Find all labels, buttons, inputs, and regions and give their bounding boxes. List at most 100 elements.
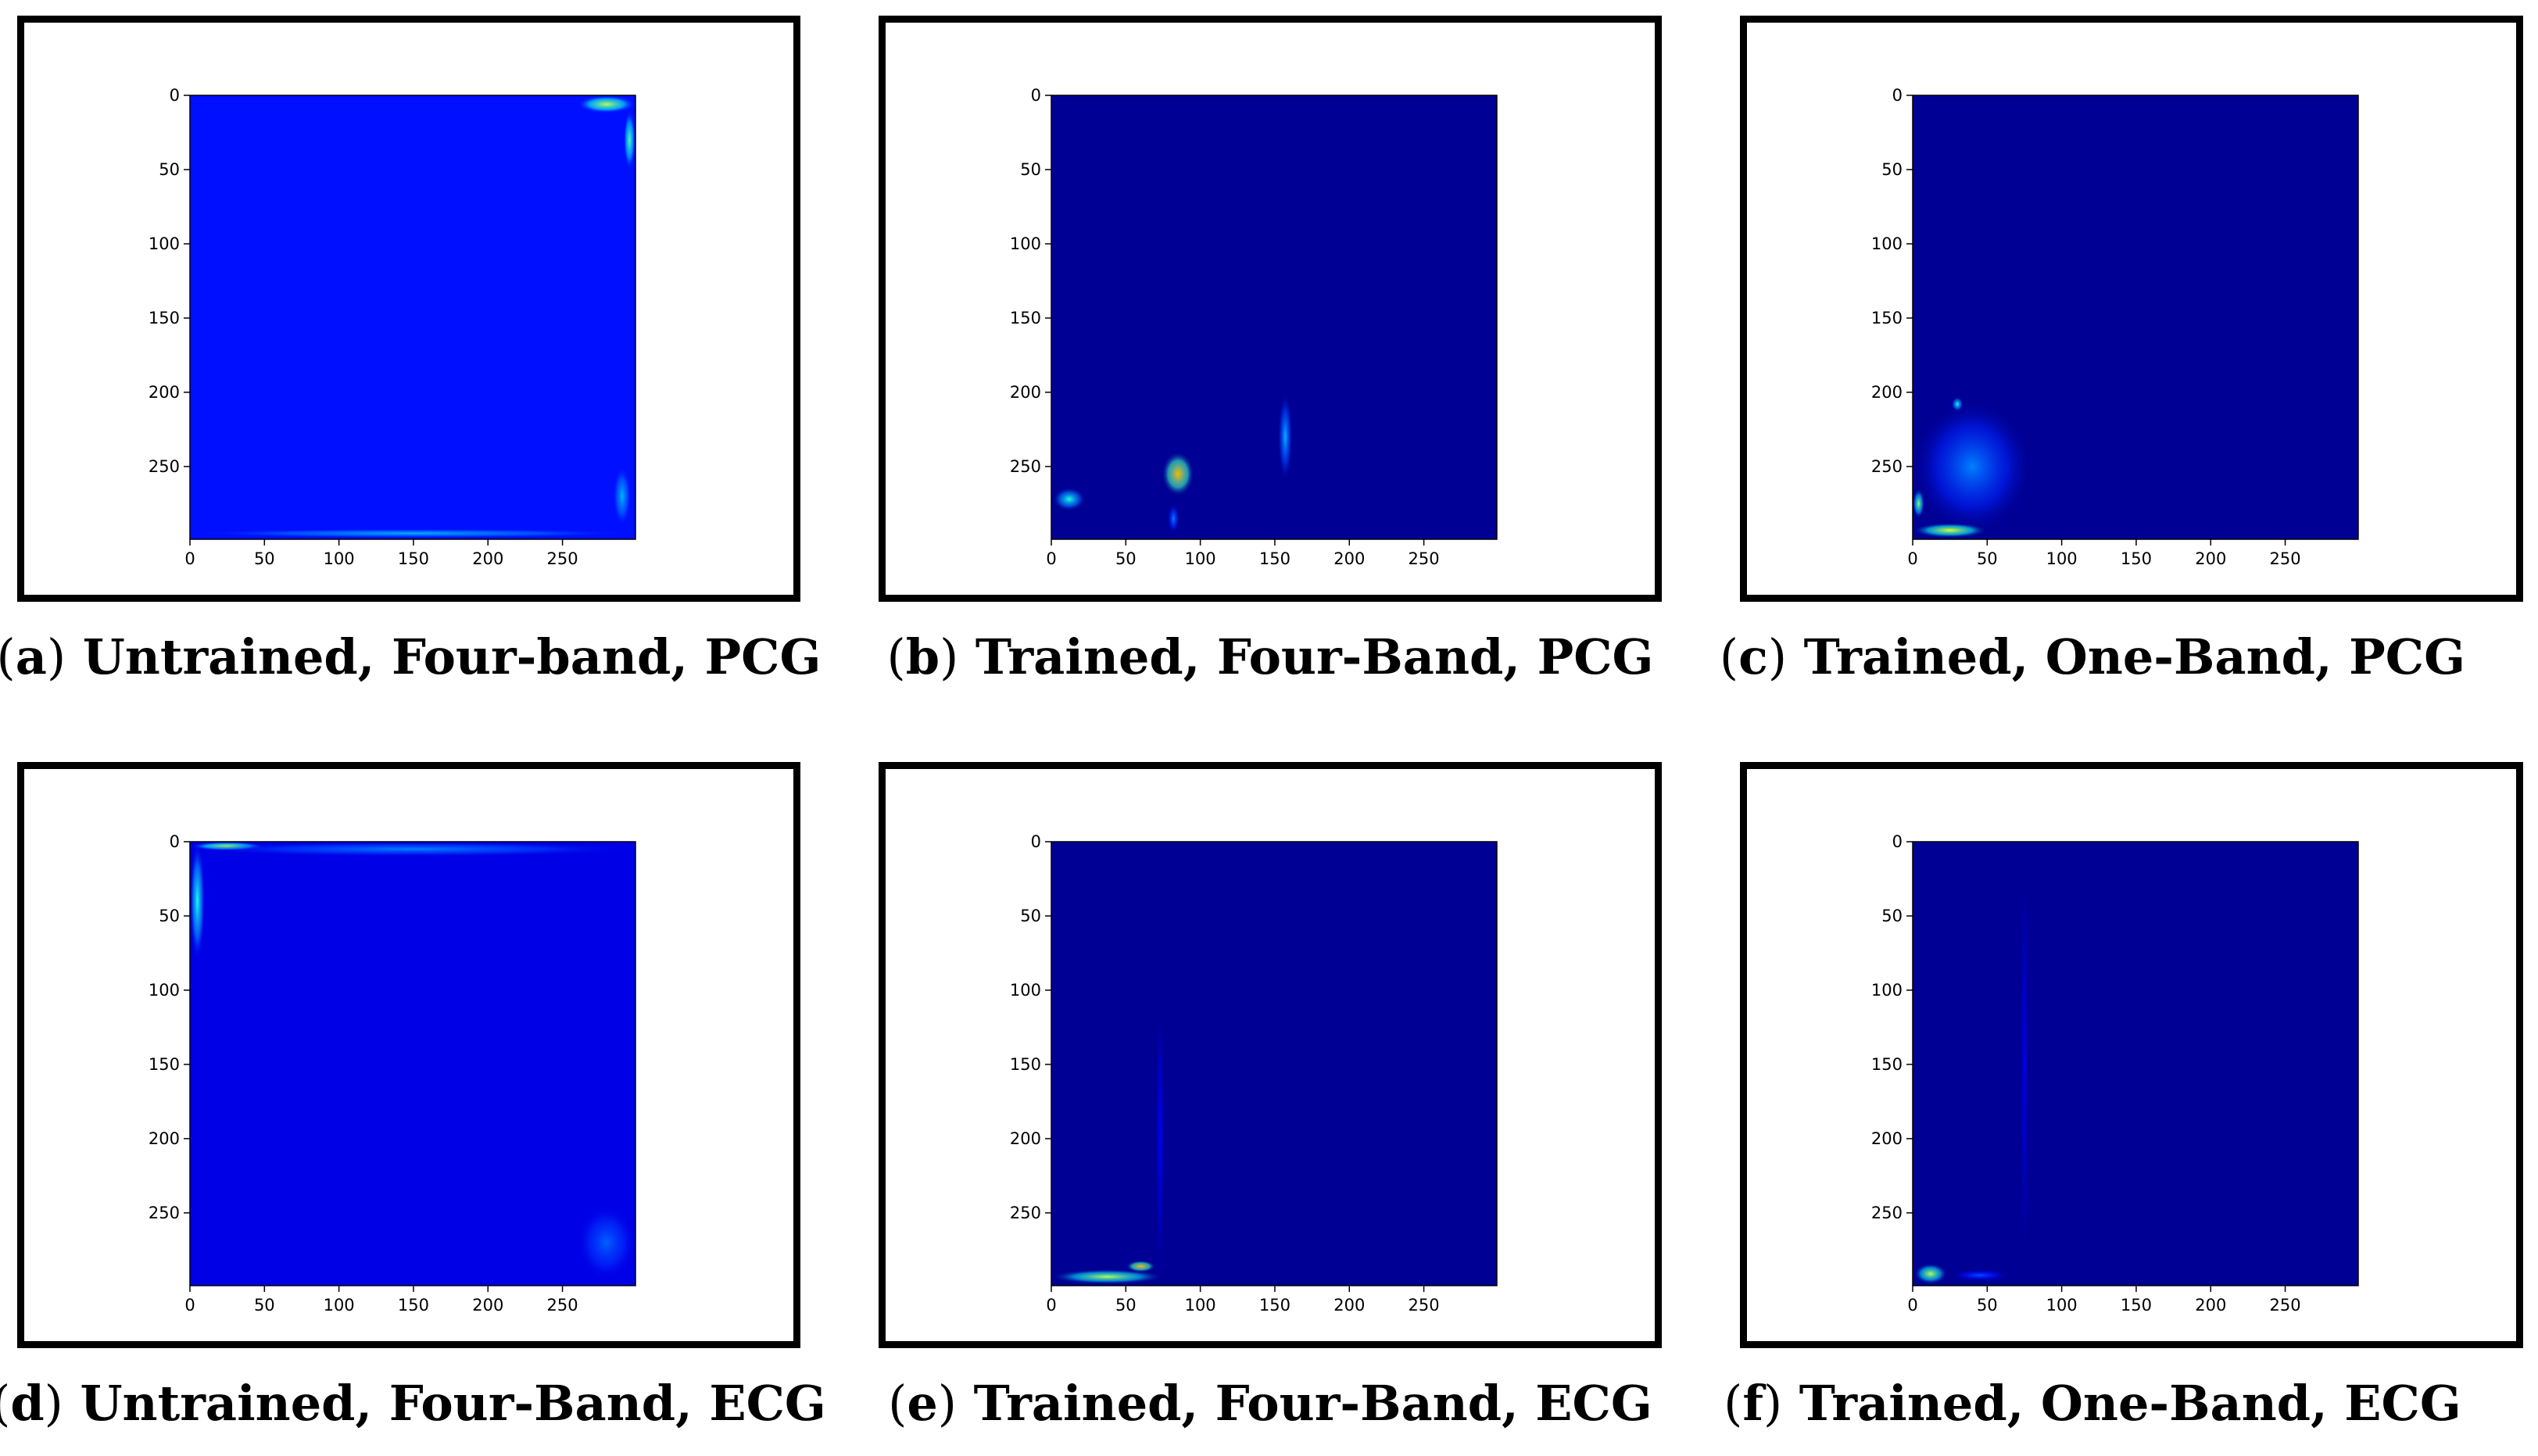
x-tick: 100 [324,539,355,568]
x-tick-label: 0 [184,549,195,568]
heatmap-hotspot [1913,523,1988,538]
y-tick: 150 [149,309,190,327]
x-tick-label: 150 [1259,549,1290,568]
heatmap-hotspot [1277,392,1293,481]
x-tick-label: 0 [1046,1296,1056,1315]
x-tick: 250 [2270,539,2301,568]
y-tick: 50 [1020,160,1051,179]
y-tick-label: 200 [1871,1129,1903,1148]
x-tick-label: 200 [472,1296,503,1315]
x-tick-label: 0 [184,1296,195,1315]
x-tick-label: 50 [1977,1296,1998,1315]
x-tick: 150 [1259,1286,1290,1315]
y-tick: 200 [1010,1129,1051,1148]
y-tick-label: 100 [1871,981,1903,1000]
x-tick: 0 [184,539,195,568]
x-tick: 0 [1046,1286,1057,1315]
y-tick-label: 100 [149,981,180,1000]
y-tick-label: 150 [1010,1055,1041,1074]
x-tick: 50 [1115,1286,1137,1315]
y-tick: 50 [1881,160,1913,179]
y-tick-label: 0 [1031,832,1041,851]
x-tick: 50 [1115,539,1137,568]
caption-f: (f) Trained, One-Band, ECG [1724,1375,2461,1432]
x-tick-label: 200 [1333,549,1365,568]
y-tick: 200 [1010,383,1051,402]
heatmap-plot-c: 0 50 100 150 200 250 0 50 100 150 200 250 [1871,86,2359,568]
caption-c-title: Trained, One-Band, PCG [1803,628,2466,685]
x-tick: 0 [184,1286,195,1315]
x-tick: 0 [1907,1286,1918,1315]
y-tick-label: 200 [149,1129,180,1148]
y-tick-label: 150 [149,309,180,327]
y-tick-label: 200 [1871,383,1903,402]
heatmap-plot-e: 0 50 100 150 200 250 0 50 100 150 200 250 [1010,832,1498,1315]
panel-d: 0 50 100 150 200 250 0 50 100 150 200 250 [17,762,800,1348]
heatmap-hotspot [1052,487,1086,511]
y-tick: 100 [1010,234,1051,253]
y-tick-label: 250 [1871,1204,1903,1222]
x-tick-label: 250 [1409,549,1440,568]
x-tick: 0 [1046,539,1057,568]
heatmap-plot-a: 0 50 100 150 200 250 0 50 100 150 200 250 [149,86,636,568]
x-tick: 150 [2121,539,2152,568]
heatmap-plot-b: 0 50 100 150 200 250 0 50 100 150 200 250 [1010,86,1498,568]
y-tick: 200 [1871,383,1913,402]
x-tick-label: 100 [1185,549,1216,568]
x-tick: 150 [1259,539,1290,568]
y-tick-label: 0 [170,86,180,105]
x-tick: 250 [547,1286,578,1315]
x-tick: 150 [398,539,429,568]
caption-a: (a) Untrained, Four-band, PCG [0,628,822,685]
y-tick: 100 [149,234,190,253]
x-tick-label: 250 [2270,549,2301,568]
y-tick-label: 100 [1871,234,1903,253]
x-tick: 250 [547,539,578,568]
caption-d: (d) Untrained, Four-Band, ECG [0,1375,826,1432]
x-tick: 200 [1333,1286,1365,1315]
y-tick-label: 50 [159,907,180,925]
heatmap-hotspot [1913,1263,1947,1285]
y-tick: 200 [1871,1129,1913,1148]
y-tick-label: 100 [149,234,180,253]
x-tick-label: 100 [324,1296,355,1315]
caption-b-title: Trained, Four-Band, PCG [975,628,1654,685]
y-tick: 50 [159,907,190,925]
heatmap-hotspot [577,95,635,113]
x-tick: 100 [2046,1286,2078,1315]
x-tick: 200 [472,1286,503,1315]
heatmap-plot-d: 0 50 100 150 200 250 0 50 100 150 200 250 [149,832,636,1315]
x-tick-label: 50 [1977,549,1998,568]
x-tick-label: 200 [2195,549,2226,568]
x-tick: 200 [1333,539,1365,568]
x-tick-label: 250 [2270,1296,2301,1315]
heatmap-hotspot [1155,989,1165,1286]
y-tick-label: 50 [1881,907,1903,925]
y-tick: 100 [1871,234,1913,253]
x-tick-label: 200 [2195,1296,2226,1315]
y-tick: 0 [1892,832,1913,851]
panel-f: 0 50 100 150 200 250 0 50 100 150 200 250 [1740,762,2523,1348]
y-tick-label: 150 [1871,1055,1903,1074]
heatmap-hotspot [1913,488,1925,519]
heatmap-background [1913,842,2358,1286]
heatmap-background [1051,95,1497,539]
y-tick: 150 [1010,1055,1051,1074]
axes-frame [1051,841,1498,1286]
x-tick-label: 150 [398,1296,429,1315]
x-tick-label: 150 [1259,1296,1290,1315]
y-tick: 150 [1010,309,1051,327]
y-tick: 250 [149,457,190,476]
panel-a: 0 50 100 150 200 250 0 50 100 150 200 250 [17,16,800,602]
heatmap-hotspot [1167,503,1180,534]
x-tick-label: 100 [2046,549,2078,568]
x-tick: 200 [472,539,503,568]
x-tick-label: 250 [547,549,578,568]
caption-b: (b) Trained, Four-Band, PCG [886,628,1654,685]
y-tick-label: 0 [170,832,180,851]
axes-frame [189,841,636,1286]
y-tick-label: 150 [1010,309,1041,327]
panel-c: 0 50 100 150 200 250 0 50 100 150 200 250 [1740,16,2523,602]
x-tick: 100 [1185,1286,1216,1315]
x-tick: 50 [1977,1286,1998,1315]
